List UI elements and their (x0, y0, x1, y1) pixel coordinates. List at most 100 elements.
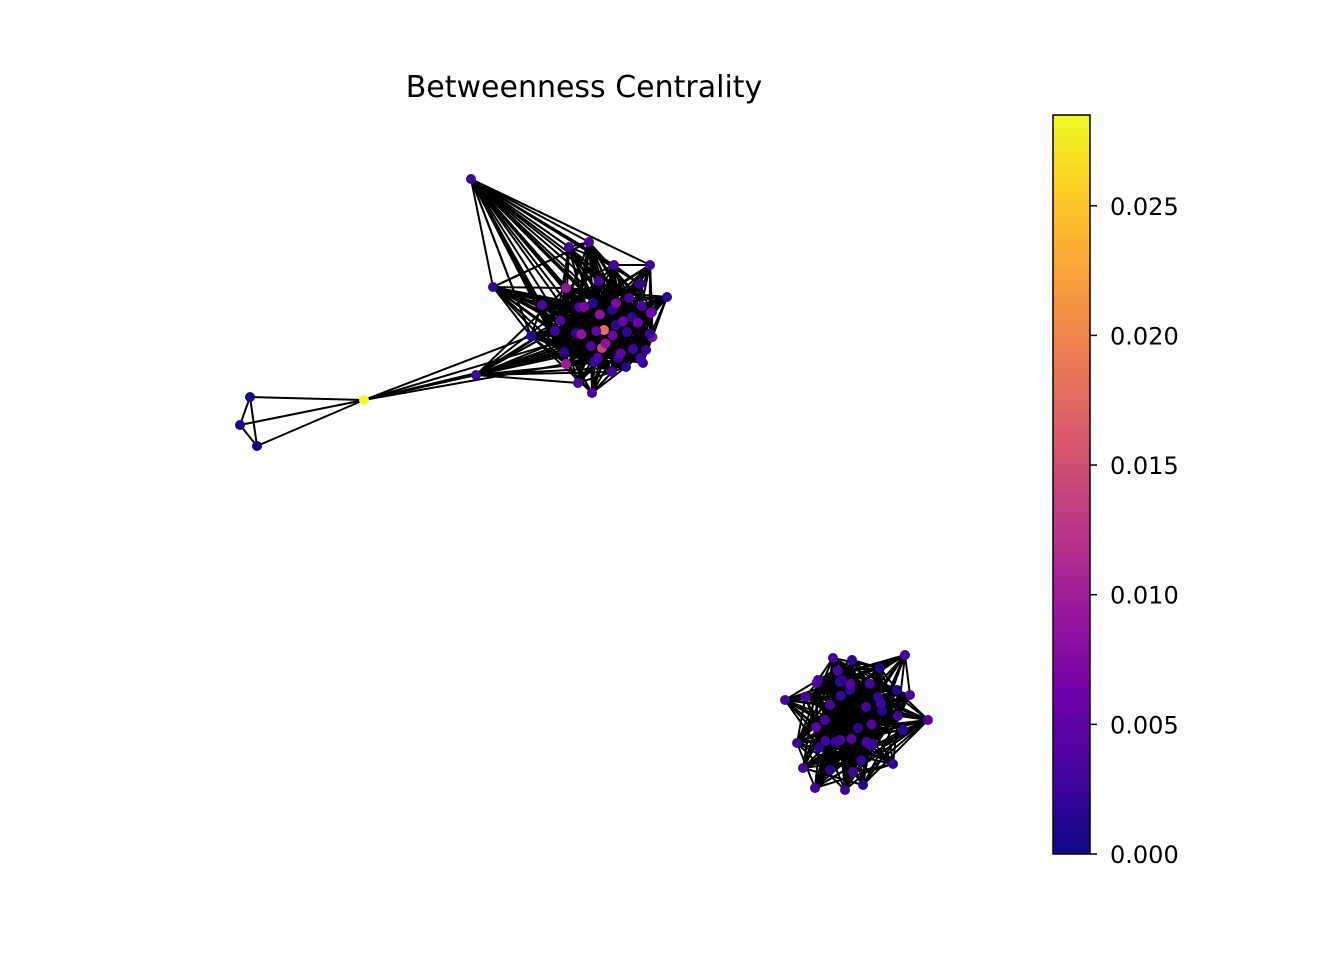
graph-edge (475, 306, 585, 376)
graph-node (359, 395, 369, 405)
graph-edge (249, 396, 258, 447)
graph-edge (470, 178, 543, 306)
graph-node (811, 677, 822, 688)
graph-node (622, 327, 632, 337)
graph-edge (565, 287, 668, 298)
colorbar-tick-label: 0.000 (1110, 841, 1179, 869)
graph-node (488, 282, 498, 292)
graph-edge (597, 332, 651, 359)
graph-node (867, 738, 878, 749)
graph-node (632, 317, 643, 328)
graph-edge (470, 178, 590, 243)
graph-node (888, 759, 898, 769)
graph-node (635, 353, 646, 364)
node-layer (235, 174, 933, 795)
graph-node (252, 441, 262, 451)
graph-edge (470, 178, 494, 288)
graph-node (621, 362, 631, 372)
graph-node (555, 315, 566, 326)
graph-node (645, 308, 656, 319)
colorbar-tick-label: 0.005 (1110, 711, 1179, 739)
graph-node (893, 711, 903, 721)
graph-node (600, 338, 611, 349)
graph-node (877, 706, 887, 716)
graph-node (840, 785, 850, 795)
graph-edge (840, 682, 871, 697)
graph-node (607, 367, 617, 377)
graph-edge (871, 715, 899, 745)
graph-node (537, 300, 547, 310)
graph-node (645, 260, 655, 270)
graph-edge (622, 320, 647, 351)
graph-edge (565, 287, 617, 305)
chart-title: Betweenness Centrality (405, 70, 763, 105)
graph-edge (862, 719, 929, 786)
graph-edge (249, 396, 365, 401)
graph-node (564, 242, 574, 252)
graph-node (624, 293, 634, 303)
graph-edge (837, 667, 881, 672)
graph-node (594, 276, 604, 286)
colorbar-ticks: 0.000 0.005 0.010 0.015 0.020 0.025 (1090, 193, 1179, 869)
graph-node (591, 326, 602, 337)
graph-edge (583, 306, 607, 344)
graph-node (846, 733, 857, 744)
graph-node (858, 780, 868, 790)
graph-edge (834, 741, 854, 773)
colorbar-tick-label: 0.015 (1110, 452, 1179, 480)
graph-edge (619, 321, 625, 354)
graph-node (848, 767, 858, 777)
graph-edge (824, 702, 882, 742)
graph-edge (363, 363, 567, 401)
graph-edge (615, 302, 651, 315)
graph-node (866, 719, 877, 730)
graph-node (814, 743, 824, 753)
graph-node (828, 653, 838, 663)
graph-edge (492, 286, 556, 332)
graph-node (615, 348, 626, 359)
graph-node (584, 237, 594, 247)
graph-node (587, 388, 597, 398)
graph-edge (470, 178, 532, 337)
graph-edge (816, 723, 872, 729)
graph-edge (560, 283, 641, 322)
graph-node (561, 283, 571, 293)
graph-node (905, 690, 915, 700)
graph-node (594, 309, 605, 320)
graph-node (825, 700, 835, 710)
graph-node (820, 715, 830, 725)
graph-node (825, 765, 835, 775)
graph-node (923, 715, 933, 725)
graph-edge (470, 178, 651, 266)
graph-node (635, 279, 645, 289)
graph-node (561, 359, 571, 369)
graph-node (830, 736, 841, 747)
graph-node (798, 763, 808, 773)
graph-node (875, 663, 885, 673)
graph-node (900, 650, 910, 660)
graph-edge (492, 286, 543, 306)
graph-node (466, 174, 476, 184)
graph-node (599, 325, 609, 335)
graph-edge (815, 682, 863, 761)
graph-node (847, 655, 857, 665)
graph-node (845, 679, 856, 690)
graph-edge (475, 366, 627, 376)
graph-node (864, 678, 875, 689)
graph-node (876, 698, 887, 709)
graph-node (471, 370, 481, 380)
graph-edge (862, 729, 904, 786)
graph-node (628, 344, 638, 354)
graph-node (607, 330, 618, 341)
graph-node (576, 329, 587, 340)
colorbar-tick-label: 0.025 (1110, 193, 1179, 221)
graph-edge (470, 178, 570, 248)
graph-edge (475, 357, 641, 376)
graph-edge (904, 654, 911, 696)
graph-node (586, 341, 596, 351)
graph-node (245, 392, 255, 402)
graph-edge (804, 696, 831, 771)
graph-node (780, 695, 790, 705)
graph-node (573, 378, 583, 388)
